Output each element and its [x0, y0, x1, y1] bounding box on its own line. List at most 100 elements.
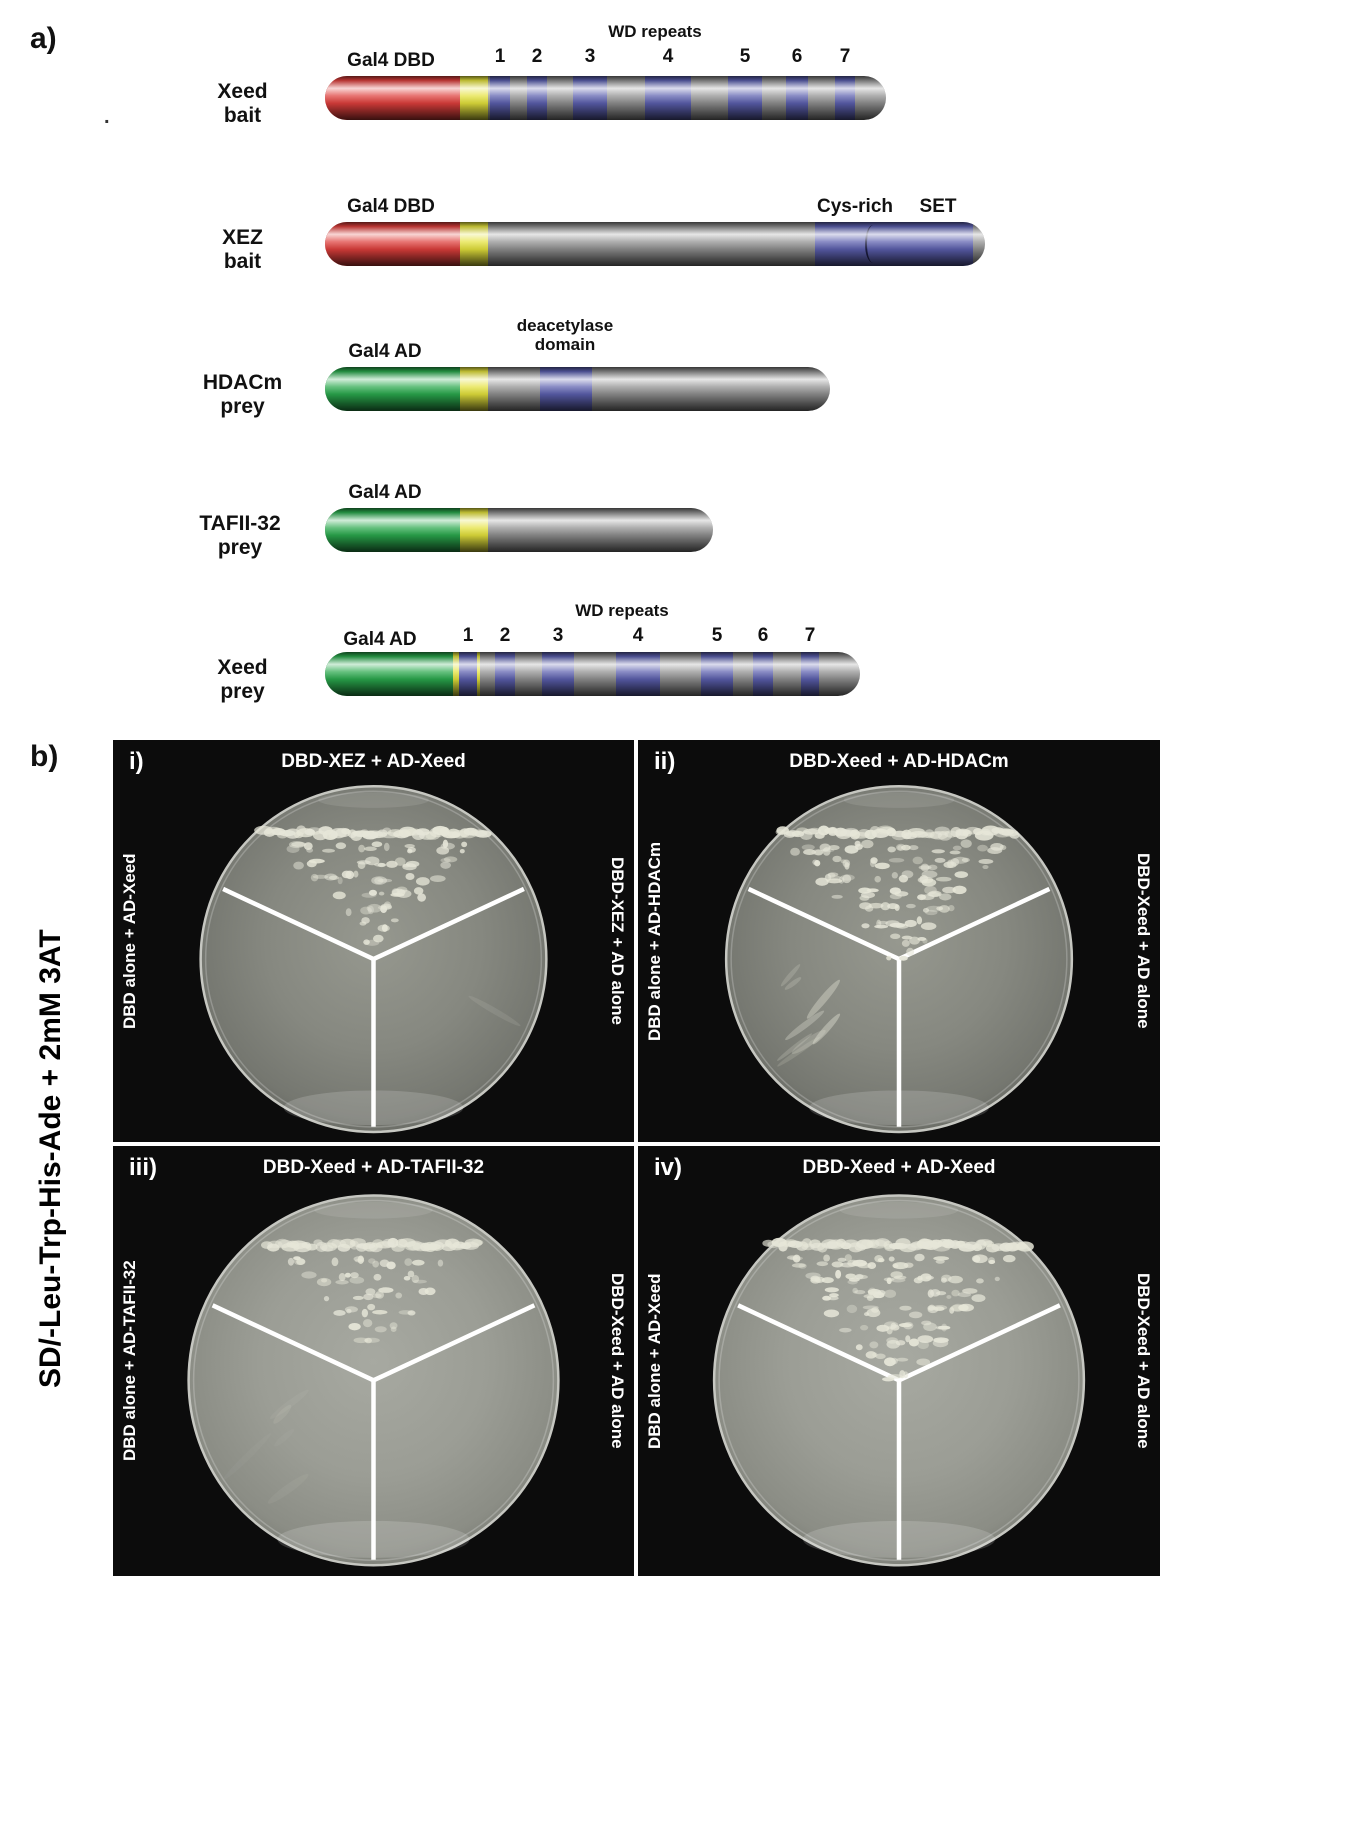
cys-rich-set-segment [815, 222, 973, 266]
xeed-prey-bar [325, 652, 860, 696]
petri-dish-iii [187, 1194, 560, 1567]
stray-mark: . [104, 106, 110, 128]
linker-segment [460, 508, 488, 552]
wd-repeat-segment [701, 652, 733, 696]
gal4-ad-segment [325, 652, 453, 696]
gal4-dbd-segment [325, 222, 460, 266]
wd-repeat-number-1: 1 [494, 46, 506, 67]
wd-repeat-number-1: 1 [462, 625, 474, 646]
wd-repeats-title: WD repeats [575, 601, 669, 620]
wd-repeat-number-5: 5 [711, 625, 723, 646]
wd-repeat-segment [801, 652, 819, 696]
construct-name: Xeed prey [175, 656, 310, 704]
wd-repeat-segment [728, 76, 762, 120]
deacetylase-domain-label: deacetylase domain [495, 316, 635, 354]
wd-repeats-title: WD repeats [608, 22, 702, 41]
construct-name-line1: TAFII-32 [199, 512, 281, 535]
plate-iv: iv) DBD-Xeed + AD-Xeed DBD alone + AD-Xe… [638, 1146, 1160, 1576]
petri-dish-i [199, 784, 548, 1134]
wd-repeat-segment [542, 652, 574, 696]
plate-right-label: DBD-XEZ + AD alone [608, 857, 627, 1025]
construct-name-line1: Xeed [217, 80, 268, 103]
cys-rich-set-divider [865, 225, 881, 263]
plate-id-iii: iii) [129, 1154, 157, 1181]
plate-top-label: DBD-Xeed + AD-TAFII-32 [262, 1157, 485, 1178]
wd-repeat-segment [835, 76, 855, 120]
construct-name: Xeed bait [175, 80, 310, 128]
cys-rich-label: Cys-rich [816, 196, 894, 217]
plate-top-label: DBD-Xeed + AD-HDACm [789, 751, 1009, 772]
plate-left-label: DBD alone + AD-Xeed [645, 1273, 664, 1449]
wd-repeat-number-4: 4 [662, 46, 674, 67]
gal4-dbd-label: Gal4 DBD [347, 50, 435, 71]
wd-repeat-segment [645, 76, 691, 120]
wd-repeat-number-7: 7 [839, 46, 851, 67]
construct-name: XEZ bait [175, 226, 310, 274]
construct-name-line2: bait [223, 250, 262, 273]
plate-i: i) DBD-XEZ + AD-Xeed DBD alone + AD-Xeed… [113, 740, 634, 1142]
tafii32-prey-bar [325, 508, 713, 552]
wd-repeat-number-6: 6 [791, 46, 803, 67]
wd-repeat-number-4: 4 [632, 625, 644, 646]
wd-repeat-segment [490, 76, 510, 120]
linker-segment [460, 367, 488, 411]
linker-segment [460, 76, 488, 120]
gal4-ad-segment [325, 508, 460, 552]
plate-iii: iii) DBD-Xeed + AD-TAFII-32 DBD alone + … [113, 1146, 634, 1576]
plate-right-label: DBD-Xeed + AD alone [1134, 853, 1153, 1029]
construct-name-line2: prey [220, 680, 265, 703]
wd-repeat-number-2: 2 [499, 625, 511, 646]
xez-bait-bar [325, 222, 985, 266]
construct-name: HDACm prey [175, 371, 310, 419]
gal4-dbd-label: Gal4 DBD [347, 196, 435, 217]
construct-name-line1: Xeed [217, 656, 268, 679]
plate-right-label: DBD-Xeed + AD alone [608, 1273, 627, 1449]
construct-name-line2: prey [217, 536, 263, 559]
wd-repeat-segment [753, 652, 773, 696]
linker-segment [460, 222, 488, 266]
wd-repeat-segment [786, 76, 808, 120]
petri-dish-ii [724, 784, 1074, 1134]
wd-repeat-number-3: 3 [552, 625, 564, 646]
plate-top-label: DBD-Xeed + AD-Xeed [802, 1157, 996, 1178]
deacetylase-label-line2: domain [534, 335, 596, 354]
gal4-ad-label: Gal4 AD [348, 482, 422, 503]
wd-repeat-segment [616, 652, 660, 696]
panel-a-label: a) [30, 22, 57, 55]
gal4-ad-segment [325, 367, 460, 411]
hdacm-prey-bar [325, 367, 830, 411]
panel-b-label: b) [30, 740, 59, 773]
construct-name-line1: HDACm [202, 371, 283, 394]
wd-repeat-segment [527, 76, 547, 120]
plate-id-iv: iv) [654, 1154, 683, 1181]
gal4-dbd-segment [325, 76, 460, 120]
plate-id-ii: ii) [654, 748, 676, 775]
plate-id-i: i) [129, 748, 144, 775]
plate-right-label: DBD-Xeed + AD alone [1134, 1273, 1153, 1449]
wd-repeat-number-7: 7 [804, 625, 816, 646]
gal4-ad-label: Gal4 AD [343, 629, 417, 650]
wd-repeat-number-6: 6 [757, 625, 769, 646]
plate-left-label: DBD alone + AD-TAFII-32 [120, 1260, 139, 1462]
wd-repeat-segment [459, 652, 477, 696]
set-label: SET [919, 196, 957, 217]
deacetylase-label-line1: deacetylase [516, 316, 614, 335]
wd-repeat-number-5: 5 [739, 46, 751, 67]
selection-media-label: SD/-Leu-Trp-His-Ade + 2mM 3AT [34, 929, 67, 1389]
construct-name-line1: XEZ [222, 226, 263, 249]
wd-repeat-segment [495, 652, 515, 696]
construct-name: TAFII-32 prey [165, 512, 315, 560]
plate-left-label: DBD alone + AD-HDACm [645, 841, 664, 1041]
xeed-bait-bar [325, 76, 886, 120]
plate-top-label: DBD-XEZ + AD-Xeed [281, 751, 466, 772]
wd-repeat-number-2: 2 [531, 46, 543, 67]
gal4-ad-label: Gal4 AD [348, 341, 422, 362]
plate-left-label: DBD alone + AD-Xeed [120, 853, 139, 1029]
plate-ii: ii) DBD-Xeed + AD-HDACm DBD alone + AD-H… [638, 740, 1160, 1142]
deacetylase-domain-segment [540, 367, 592, 411]
wd-repeat-segment [573, 76, 607, 120]
construct-name-line2: prey [220, 395, 265, 418]
wd-repeat-number-3: 3 [584, 46, 596, 67]
construct-name-line2: bait [223, 104, 262, 127]
